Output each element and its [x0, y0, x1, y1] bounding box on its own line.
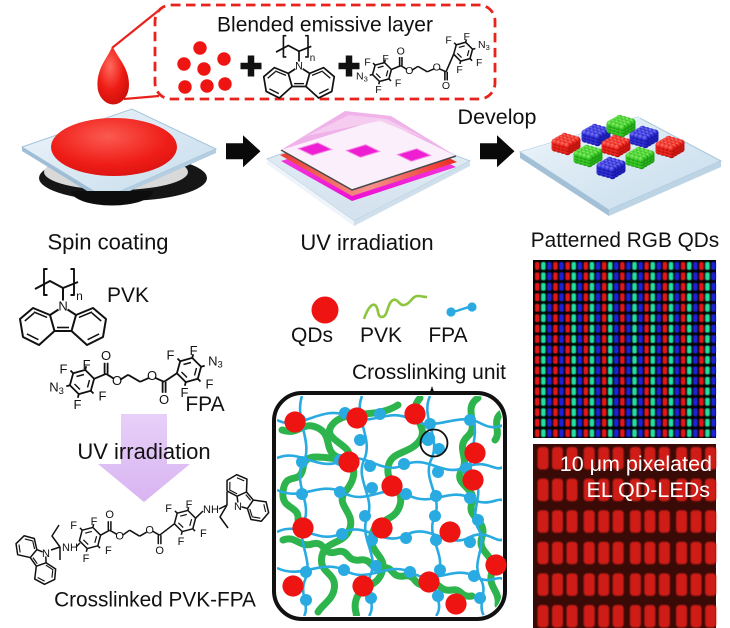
svg-text:O: O — [442, 80, 450, 92]
svg-text:Develop: Develop — [458, 105, 537, 129]
svg-text:NH: NH — [203, 504, 219, 516]
svg-text:n: n — [310, 53, 315, 64]
svg-text:F: F — [165, 503, 172, 515]
svg-text:NH: NH — [62, 542, 78, 554]
svg-text:UV irradiation: UV irradiation — [300, 230, 433, 255]
svg-text:FPA: FPA — [185, 393, 224, 416]
svg-text:F: F — [476, 57, 482, 69]
svg-text:N: N — [42, 548, 50, 560]
svg-text:N3: N3 — [356, 70, 368, 83]
svg-text:O: O — [155, 545, 164, 557]
svg-text:N: N — [58, 299, 67, 314]
svg-text:Blended emissive layer: Blended emissive layer — [217, 14, 433, 37]
svg-text:F: F — [73, 397, 81, 412]
svg-text:F: F — [178, 536, 185, 548]
svg-text:O: O — [112, 373, 122, 388]
svg-text:Crosslinking unit: Crosslinking unit — [352, 361, 506, 384]
svg-text:N: N — [295, 61, 303, 73]
svg-text:O: O — [433, 61, 441, 73]
svg-text:F: F — [70, 520, 77, 532]
svg-text:F: F — [206, 377, 214, 392]
svg-text:O: O — [101, 348, 111, 363]
svg-text:FPA: FPA — [428, 324, 467, 347]
svg-text:F: F — [200, 528, 207, 540]
svg-text:UV irradiation: UV irradiation — [77, 439, 210, 464]
svg-text:F: F — [186, 499, 193, 511]
svg-text:O: O — [105, 509, 114, 521]
svg-text:O: O — [397, 46, 405, 58]
svg-text:QDs: QDs — [291, 324, 333, 347]
svg-text:Spin coating: Spin coating — [47, 230, 168, 255]
svg-text:PVK: PVK — [360, 324, 402, 347]
svg-text:F: F — [445, 34, 451, 46]
svg-text:O: O — [147, 368, 157, 383]
svg-text:PVK: PVK — [107, 284, 149, 307]
svg-text:F: F — [166, 347, 174, 362]
svg-text:O: O — [115, 531, 124, 543]
svg-text:10 μm pixelated: 10 μm pixelated — [560, 452, 712, 476]
svg-text:F: F — [375, 84, 381, 96]
svg-text:O: O — [145, 525, 154, 537]
svg-text:F: F — [463, 31, 469, 43]
svg-text:F: F — [180, 385, 188, 400]
svg-text:F: F — [395, 77, 401, 89]
svg-text:N3: N3 — [478, 39, 490, 52]
svg-text:F: F — [59, 361, 67, 376]
svg-text:F: F — [91, 516, 98, 528]
svg-text:F: F — [382, 53, 388, 65]
svg-text:F: F — [190, 343, 198, 358]
svg-text:N: N — [234, 501, 242, 513]
svg-text:F: F — [105, 545, 112, 557]
svg-text:O: O — [405, 65, 413, 77]
svg-text:n: n — [76, 289, 83, 303]
svg-text:O: O — [159, 392, 169, 407]
svg-text:F: F — [83, 357, 91, 372]
svg-text:F: F — [99, 389, 107, 404]
svg-text:F: F — [456, 64, 462, 76]
svg-text:F: F — [83, 553, 90, 565]
svg-text:EL QD-LEDs: EL QD-LEDs — [587, 478, 710, 502]
svg-text:Crosslinked PVK-FPA: Crosslinked PVK-FPA — [54, 589, 256, 612]
svg-text:Patterned RGB QDs: Patterned RGB QDs — [531, 229, 719, 252]
svg-text:F: F — [364, 56, 370, 68]
